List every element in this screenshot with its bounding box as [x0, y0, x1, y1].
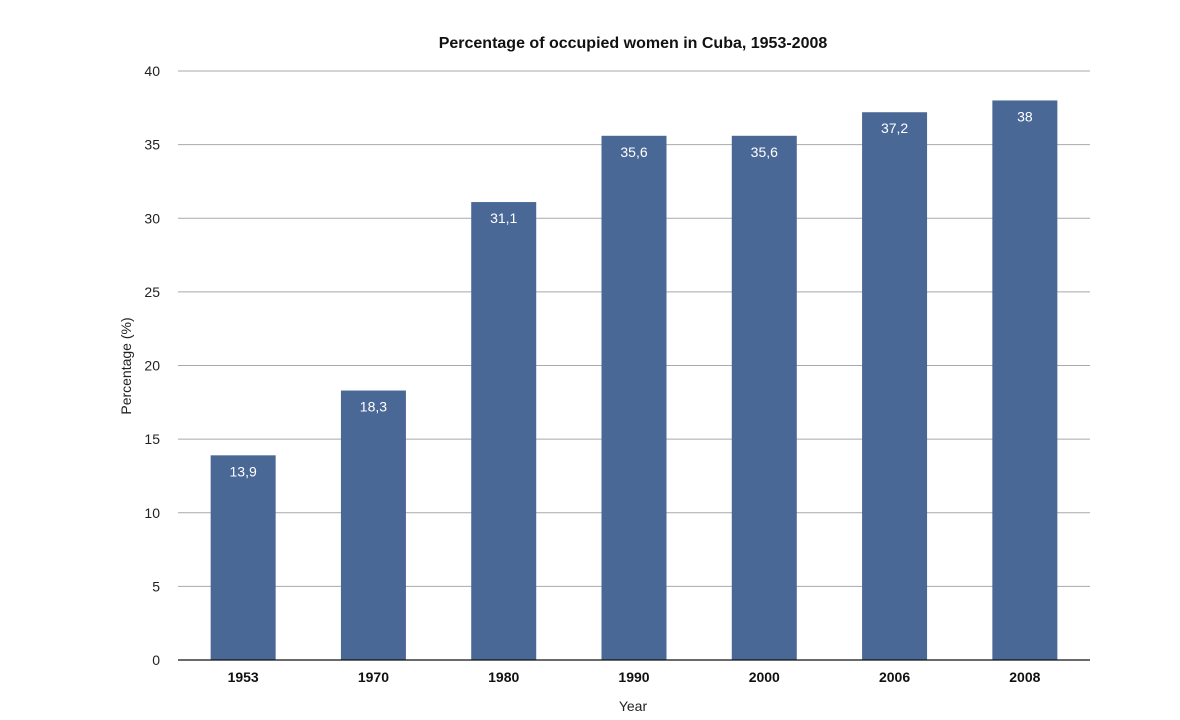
data-label-2000: 35,6 [751, 144, 778, 160]
y-tick-label: 5 [152, 578, 160, 594]
x-tick-label-1990: 1990 [618, 669, 649, 685]
data-labels: 13,9 18,3 31,1 35,6 35,6 37,2 38 [230, 108, 1033, 479]
bar-2000 [731, 135, 797, 661]
y-tick-label: 20 [144, 358, 160, 374]
y-tick-label: 25 [144, 284, 160, 300]
x-axis-title: Year [619, 698, 648, 714]
bar-1990 [601, 135, 667, 661]
data-label-1970: 18,3 [360, 399, 387, 415]
x-axis-ticks: 1953 1970 1980 1990 2000 2006 2008 [228, 669, 1041, 685]
bars [210, 100, 1058, 661]
x-tick-label-2006: 2006 [879, 669, 910, 685]
bar-2008 [992, 100, 1058, 660]
bar-1980 [471, 202, 537, 661]
y-tick-label: 40 [144, 63, 160, 79]
x-tick-label-1970: 1970 [358, 669, 389, 685]
x-tick-label-1980: 1980 [488, 669, 519, 685]
x-tick-label-2000: 2000 [749, 669, 780, 685]
data-label-1953: 13,9 [230, 463, 257, 479]
data-label-2008: 38 [1017, 108, 1033, 124]
y-tick-label: 0 [152, 652, 160, 668]
data-label-1980: 31,1 [490, 210, 517, 226]
y-tick-label: 15 [144, 431, 160, 447]
y-tick-label: 30 [144, 210, 160, 226]
y-tick-label: 35 [144, 137, 160, 153]
y-axis-ticks: 0 5 10 15 20 25 30 35 40 [144, 63, 160, 668]
bar-1970 [340, 390, 406, 660]
bar-2006 [862, 112, 928, 661]
data-label-1990: 35,6 [620, 144, 647, 160]
data-label-2006: 37,2 [881, 120, 908, 136]
y-axis-title: Percentage (%) [118, 317, 134, 414]
x-tick-label-1953: 1953 [228, 669, 259, 685]
y-tick-label: 10 [144, 505, 160, 521]
chart-title: Percentage of occupied women in Cuba, 19… [439, 35, 828, 52]
x-tick-label-2008: 2008 [1009, 669, 1040, 685]
bar-1953 [210, 455, 276, 660]
